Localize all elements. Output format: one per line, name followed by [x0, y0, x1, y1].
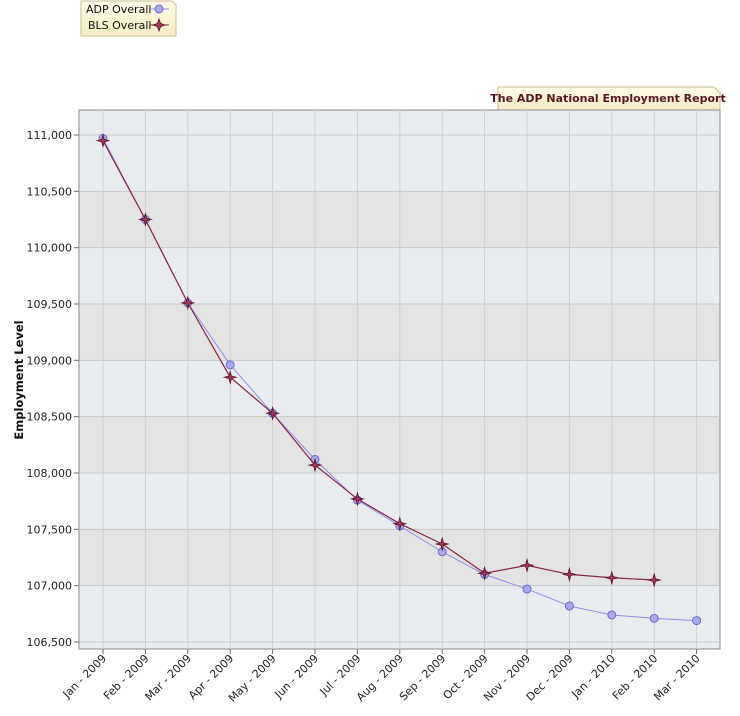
- y-tick-label: 106,500: [27, 636, 73, 649]
- chart-title-box: The ADP National Employment Report: [490, 86, 726, 111]
- y-axis: 106,500 107,000 107,500 108,000 108,500 109,0…: [27, 129, 79, 649]
- data-point-bls[interactable]: [392, 516, 408, 532]
- series-line-bls: [102, 140, 655, 581]
- data-point-bls[interactable]: [265, 405, 281, 421]
- data-point-adp[interactable]: [564, 601, 574, 611]
- data-point-adp[interactable]: [649, 613, 659, 623]
- y-tick-label: 109,500: [27, 298, 73, 311]
- data-point-bls[interactable]: [561, 566, 577, 582]
- x-tick-label: Mar - 2009: [143, 652, 194, 703]
- data-point-adp[interactable]: [692, 616, 702, 626]
- legend-label-adp: ADP Overall: [86, 3, 151, 16]
- y-tick-label: 108,000: [27, 467, 73, 480]
- y-tick-label: 108,500: [27, 411, 73, 424]
- data-point-bls[interactable]: [307, 457, 323, 473]
- y-tick-label: 107,000: [27, 580, 73, 593]
- legend-item-adp[interactable]: ADP Overall: [86, 3, 169, 16]
- data-point-bls[interactable]: [180, 295, 196, 311]
- data-point-bls[interactable]: [646, 572, 662, 588]
- legend-marker-adp: [154, 4, 164, 14]
- legend: ADP Overall BLS Overall: [80, 0, 177, 37]
- x-tick-label: Sep - 2009: [397, 652, 448, 703]
- data-point-adp[interactable]: [607, 610, 617, 620]
- data-point-bls[interactable]: [222, 369, 238, 385]
- legend-item-bls[interactable]: BLS Overall: [88, 17, 169, 33]
- data-point-bls[interactable]: [137, 211, 153, 228]
- data-point-bls[interactable]: [349, 491, 365, 507]
- data-point-bls[interactable]: [434, 536, 450, 552]
- y-tick-label: 111,000: [27, 129, 73, 142]
- y-tick-label: 110,000: [27, 242, 73, 255]
- data-point-bls[interactable]: [519, 557, 535, 573]
- legend-label-bls: BLS Overall: [88, 19, 151, 32]
- x-tick-label: Mar - 2010: [651, 652, 702, 703]
- y-axis-label: Employment Level: [12, 320, 26, 439]
- y-tick-label: 110,500: [27, 185, 73, 198]
- x-tick-label: Jun - 2009: [272, 652, 322, 702]
- y-tick-label: 107,500: [27, 523, 73, 536]
- legend-marker-bls: [151, 17, 167, 33]
- chart-title: The ADP National Employment Report: [490, 92, 725, 105]
- data-point-bls[interactable]: [604, 570, 620, 586]
- data-point-bls[interactable]: [95, 133, 111, 149]
- data-point-bls[interactable]: [477, 565, 493, 581]
- data-point-adp[interactable]: [522, 584, 532, 594]
- series-bls: [95, 133, 662, 588]
- y-tick-label: 109,000: [27, 354, 73, 367]
- data-point-adp[interactable]: [225, 360, 235, 370]
